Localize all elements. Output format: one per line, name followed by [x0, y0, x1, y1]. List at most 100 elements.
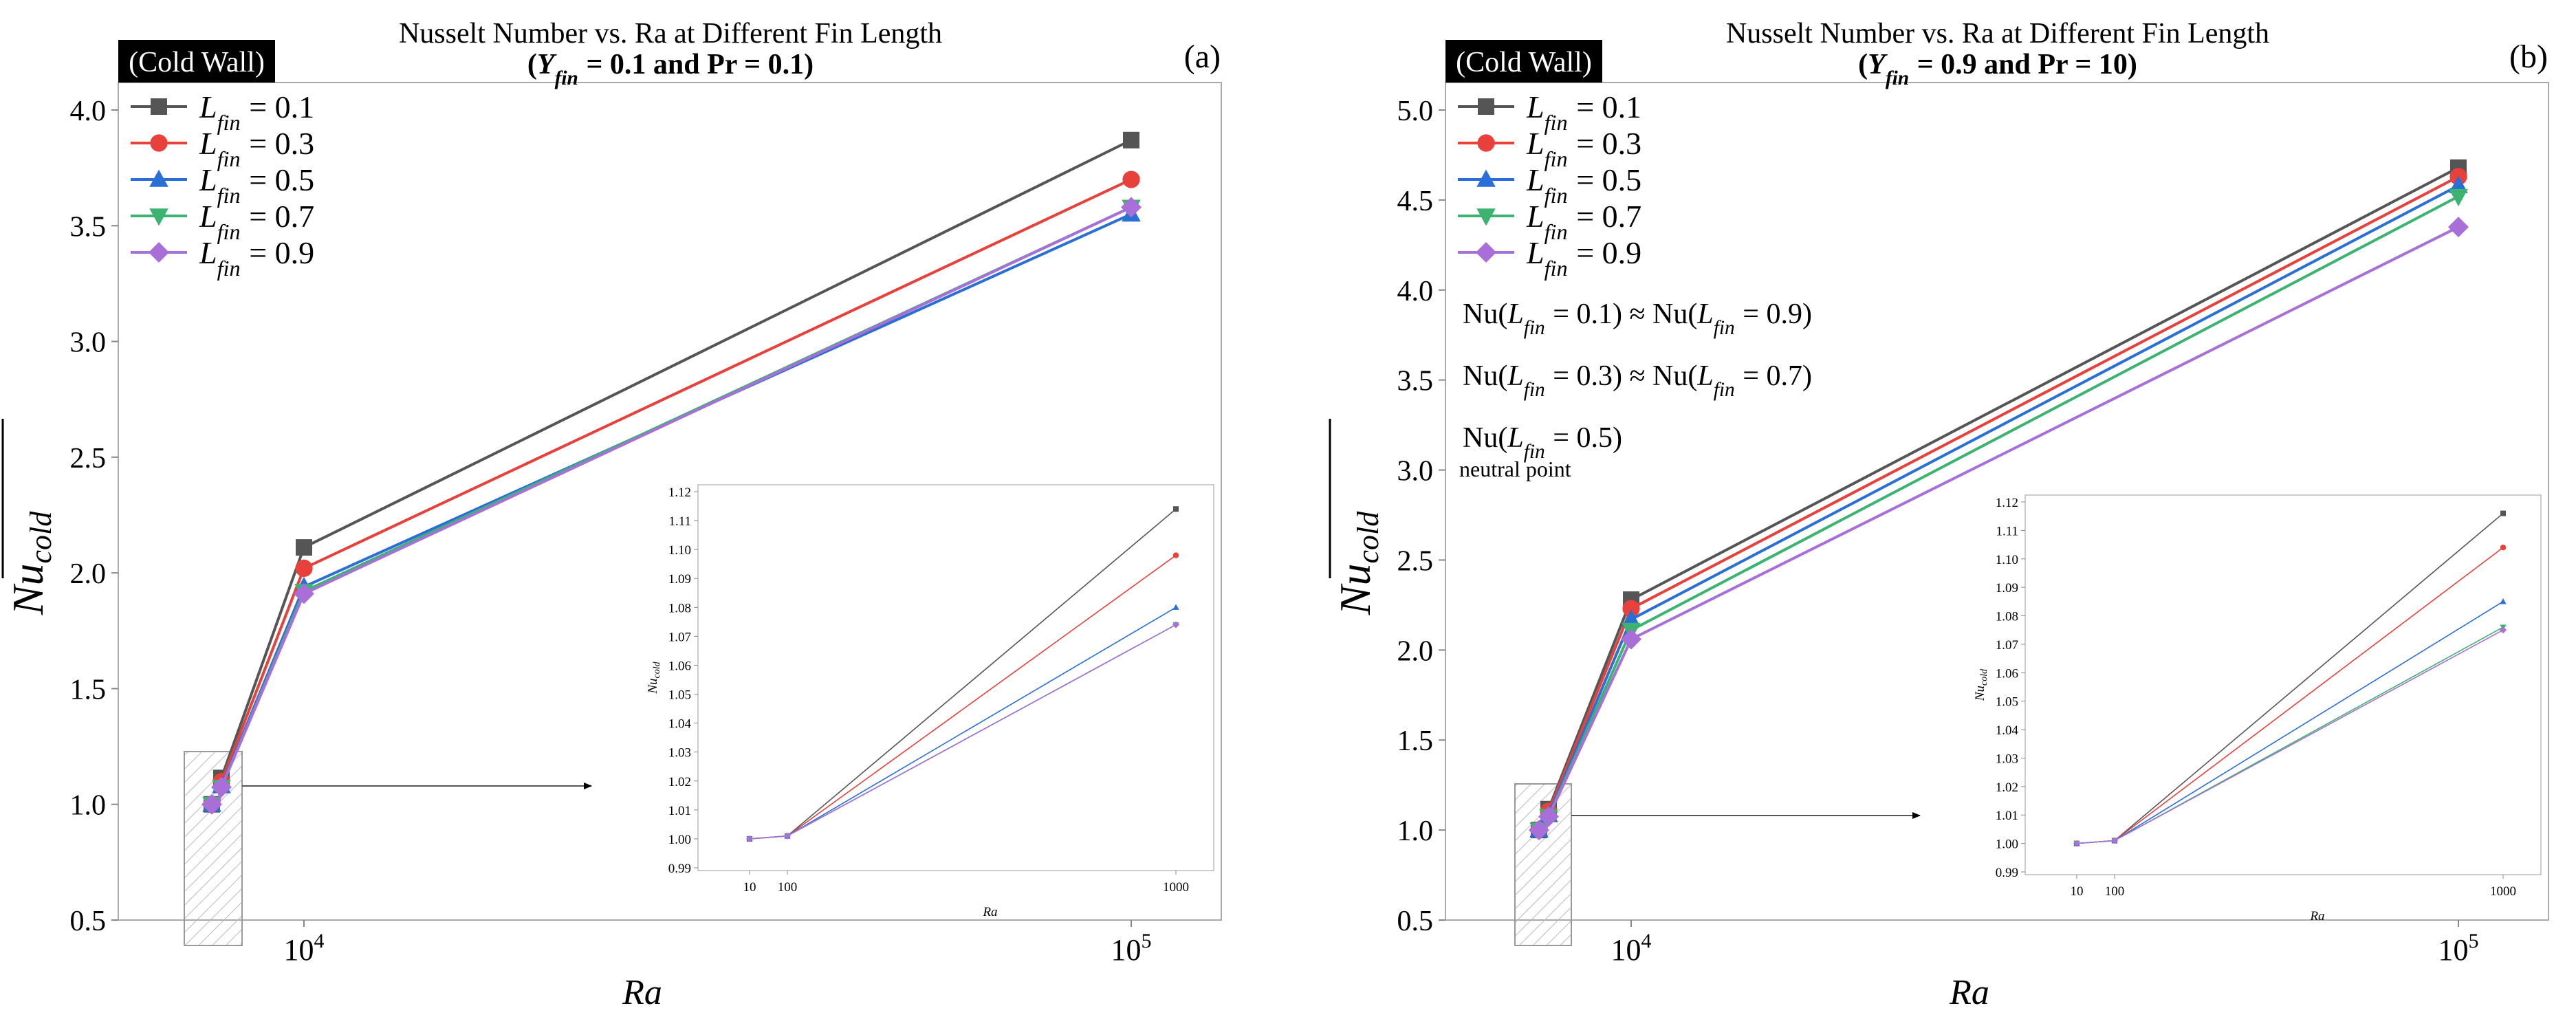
inset-y-tick-label: 1.06 — [668, 659, 691, 673]
inset-x-axis-label: Ra — [982, 905, 997, 919]
inset-y-tick-label: 1.05 — [1996, 695, 2018, 710]
data-point — [294, 583, 314, 604]
plot-frame — [118, 82, 1222, 921]
data-point — [1529, 820, 1549, 841]
inset-data-point — [2500, 626, 2507, 634]
y-tick-label: 0.5 — [1397, 906, 1434, 937]
cold-wall-badge — [1445, 40, 1602, 83]
legend-marker — [151, 98, 167, 115]
y-axis-label: Nucold — [1331, 511, 1385, 615]
inset-data-point — [2500, 510, 2506, 516]
data-point — [1122, 171, 1140, 188]
inset-y-tick-label: 1.12 — [668, 485, 691, 500]
inset-y-tick-label: 1.06 — [1996, 666, 2018, 681]
inset-y-tick-label: 1.05 — [668, 688, 691, 703]
inset-x-tick-label: 1000 — [2490, 884, 2516, 899]
data-point — [2448, 217, 2469, 238]
y-tick-label: 3.5 — [70, 211, 107, 243]
legend-marker — [149, 169, 168, 187]
y-tick-label: 3.0 — [1397, 456, 1434, 488]
inset-data-point — [2500, 545, 2507, 551]
x-tick-label: 105 — [2438, 930, 2479, 967]
inset-data-point — [746, 835, 753, 842]
data-point — [296, 539, 312, 556]
legend-marker — [150, 134, 168, 152]
inset-y-axis-label: Nucold — [646, 661, 662, 694]
legend-marker — [1478, 98, 1494, 115]
y-tick-label: 0.5 — [70, 906, 107, 937]
inset-data-point — [1172, 621, 1179, 628]
inset-x-tick-label: 1000 — [1163, 880, 1189, 895]
legend-marker — [1476, 208, 1496, 226]
legend-label: Lfin = 0.5 — [1526, 162, 1641, 208]
inset-data-point — [1172, 604, 1179, 610]
inset-series-4 — [2073, 626, 2507, 847]
inset-y-tick-label: 1.03 — [668, 746, 691, 761]
inset-series-4 — [746, 621, 1179, 842]
y-tick-label: 4.5 — [1397, 186, 1434, 217]
inset-x-tick-label: 10 — [2071, 884, 2084, 899]
data-point — [201, 794, 222, 815]
inset-data-point — [784, 832, 791, 840]
inset-y-tick-label: 1.01 — [1996, 809, 2018, 823]
inset-x-tick-label: 100 — [2105, 884, 2125, 899]
data-point — [2449, 175, 2468, 193]
annotation-note: neutral point — [1459, 457, 1571, 481]
annotation: Nu(Lfin = 0.5) — [1463, 422, 1622, 463]
x-tick-label: 104 — [1611, 930, 1652, 967]
inset-y-tick-label: 1.08 — [1996, 610, 2018, 624]
inset-y-tick-label: 1.11 — [668, 514, 691, 529]
inset-y-tick-label: 0.99 — [1996, 866, 2018, 880]
inset-x-tick-label: 100 — [778, 880, 798, 895]
data-point — [2449, 188, 2468, 207]
chart-subtitle: (Yfin = 0.9 and Pr = 10) — [1858, 49, 2137, 89]
data-point — [1622, 600, 1640, 617]
inset-y-tick-label: 1.08 — [668, 601, 691, 615]
inset-chart: 0.99 1.00 1.01 1.02 1.03 1.04 1.05 1.06 1.07 1.08… — [1973, 494, 2542, 923]
cold-wall-badge — [118, 40, 275, 83]
legend-label: Lfin = 0.7 — [199, 199, 314, 244]
inset-y-tick-label: 1.04 — [668, 717, 692, 732]
x-axis-label: Ra — [1949, 973, 1989, 1012]
y-tick-label: 1.5 — [70, 674, 107, 706]
legend-marker — [149, 208, 168, 226]
inset-y-axis-label: Nucold — [1973, 668, 1989, 701]
chart-panel-a: 0.5 1.0 1.5 2.0 2.5 3.0 3.5 4.0 104 105 Ra Nucold Nu… — [1, 18, 1222, 1012]
inset-data-point — [2500, 598, 2507, 604]
y-tick-label: 2.5 — [70, 443, 107, 474]
data-point — [295, 559, 313, 578]
legend-label: Lfin = 0.1 — [1526, 89, 1641, 135]
inset-y-tick-label: 1.01 — [668, 804, 691, 818]
inset-data-point — [2111, 837, 2118, 844]
legend-label: Lfin = 0.3 — [1526, 126, 1641, 171]
series-4 — [1529, 217, 2469, 841]
y-tick-label: 2.0 — [1397, 635, 1434, 667]
legend-label: Lfin = 0.5 — [199, 162, 314, 208]
legend-label: Lfin = 0.9 — [199, 235, 314, 281]
inset-frame — [2024, 494, 2542, 875]
panel-label: (b) — [2509, 39, 2548, 75]
inset-chart: 0.99 1.00 1.01 1.02 1.03 1.04 1.05 1.06 1.07 1.08… — [646, 484, 1214, 919]
y-tick-label: 1.0 — [70, 790, 107, 822]
data-point — [1123, 131, 1139, 149]
inset-data-point — [1173, 506, 1179, 512]
inset-y-tick-label: 1.00 — [668, 833, 691, 847]
chart-panel-b: 0.5 1.0 1.5 2.0 2.5 3.0 3.5 4.0 4.5 5.0 104 105 Ra Nu… — [1329, 18, 2549, 1012]
y-tick-label: 3.5 — [1397, 366, 1434, 397]
inset-x-axis-label: Ra — [2309, 909, 2324, 923]
x-axis-label: Ra — [622, 973, 662, 1012]
inset-y-tick-label: 1.07 — [668, 630, 691, 644]
legend-label: Lfin = 0.1 — [199, 89, 314, 135]
inset-y-tick-label: 1.11 — [1996, 524, 2018, 538]
legend-marker — [1477, 134, 1495, 152]
chart-subtitle: (Yfin = 0.1 and Pr = 0.1) — [527, 49, 814, 89]
inset-y-tick-label: 1.10 — [668, 543, 691, 558]
legend-label: Lfin = 0.9 — [1526, 235, 1641, 281]
annotation: Nu(Lfin = 0.3) ≈ Nu(Lfin = 0.7) — [1463, 360, 1812, 401]
inset-y-tick-label: 1.09 — [668, 572, 691, 587]
plot-frame — [1445, 82, 2549, 921]
legend-marker — [1476, 169, 1496, 187]
legend-marker — [1476, 242, 1496, 263]
inset-y-tick-label: 1.07 — [1996, 638, 2018, 653]
